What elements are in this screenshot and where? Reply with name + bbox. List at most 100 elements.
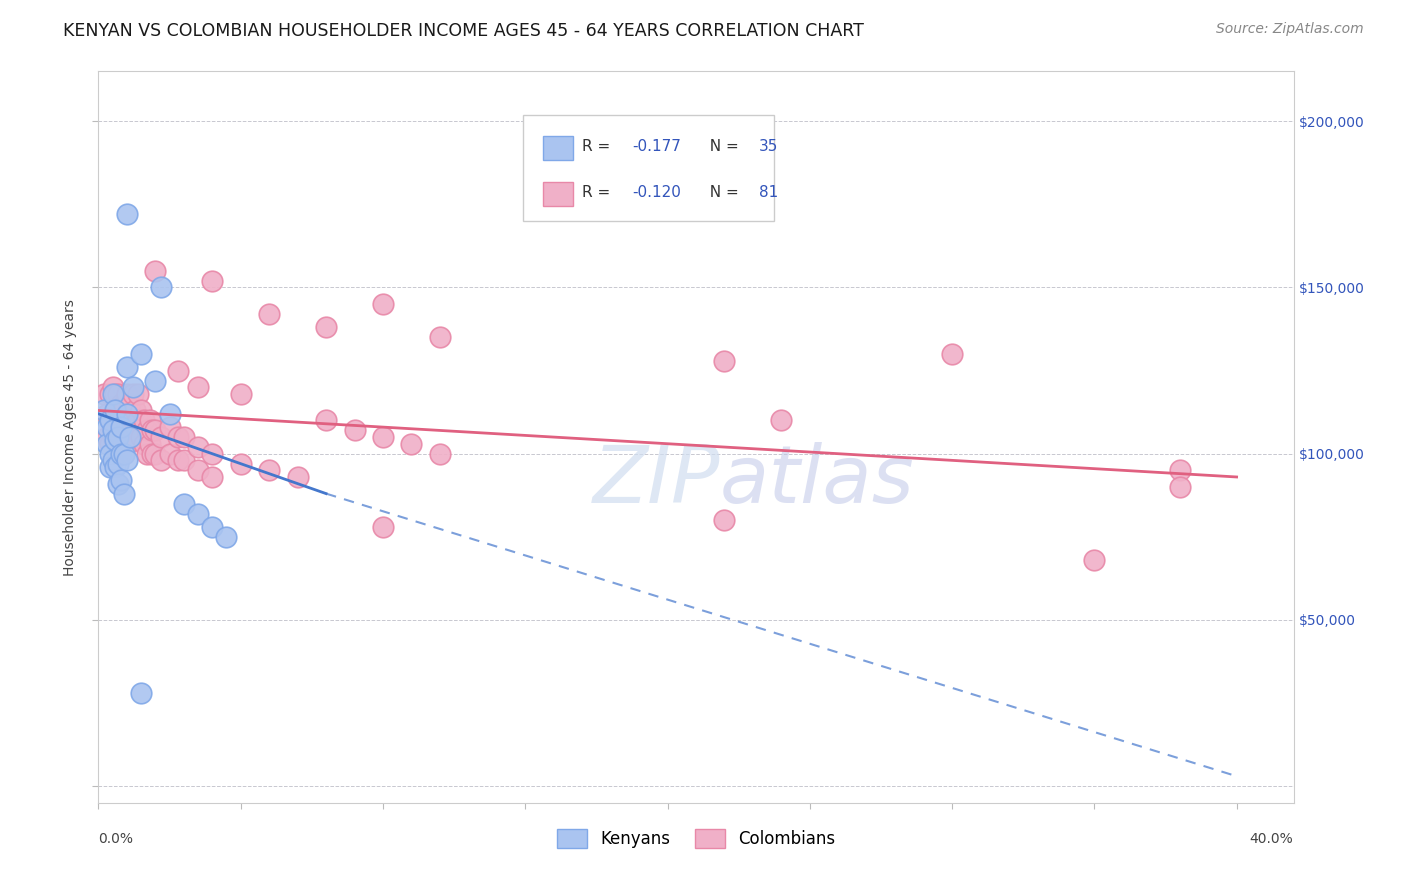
Point: [110, 447, 132, 461]
Point: [115, 436, 138, 450]
Point: [201, 274, 224, 288]
Text: 81: 81: [759, 186, 779, 201]
Point: [159, 420, 181, 434]
Point: [343, 424, 366, 438]
Point: [201, 447, 224, 461]
Point: [187, 463, 209, 477]
Point: [107, 436, 129, 450]
Point: [132, 436, 155, 450]
Point: [110, 397, 132, 411]
Point: [135, 424, 157, 438]
Point: [159, 407, 181, 421]
Point: [110, 473, 132, 487]
Point: [127, 387, 149, 401]
Point: [187, 507, 209, 521]
Point: [173, 430, 195, 444]
Point: [150, 430, 173, 444]
Point: [257, 463, 280, 477]
Point: [107, 413, 129, 427]
Point: [187, 440, 209, 454]
Text: N =: N =: [700, 139, 744, 154]
Point: [115, 360, 138, 375]
Point: [104, 434, 127, 448]
Point: [110, 420, 132, 434]
Point: [429, 447, 451, 461]
Point: [127, 413, 149, 427]
Point: [150, 280, 173, 294]
Point: [115, 207, 138, 221]
Point: [115, 387, 138, 401]
Point: [104, 436, 127, 450]
Point: [101, 407, 124, 421]
Point: [112, 424, 135, 438]
Point: [150, 453, 173, 467]
Point: [115, 453, 138, 467]
Point: [138, 436, 160, 450]
Point: [143, 374, 166, 388]
Point: [371, 520, 394, 534]
Point: [401, 436, 423, 450]
Point: [98, 413, 121, 427]
Point: [115, 407, 138, 421]
Point: [941, 347, 963, 361]
Point: [121, 387, 143, 401]
Point: [96, 430, 118, 444]
Point: [104, 413, 127, 427]
Point: [229, 457, 252, 471]
Point: [215, 530, 238, 544]
Point: [121, 413, 143, 427]
Text: -0.177: -0.177: [633, 139, 682, 154]
Text: ZIP: ZIP: [592, 442, 720, 520]
Point: [121, 380, 143, 394]
Point: [112, 486, 135, 500]
Point: [96, 436, 118, 450]
Point: [770, 413, 793, 427]
Point: [143, 447, 166, 461]
Point: [371, 297, 394, 311]
Point: [229, 387, 252, 401]
Point: [167, 430, 190, 444]
Text: N =: N =: [700, 186, 744, 201]
Point: [173, 497, 195, 511]
Point: [143, 424, 166, 438]
FancyBboxPatch shape: [543, 136, 572, 160]
Point: [1083, 553, 1105, 567]
Point: [93, 387, 115, 401]
Point: [118, 430, 141, 444]
Point: [98, 447, 121, 461]
Point: [129, 403, 152, 417]
Point: [110, 447, 132, 461]
Point: [101, 387, 124, 401]
Legend: Kenyans, Colombians: Kenyans, Colombians: [548, 821, 844, 856]
Point: [315, 320, 337, 334]
Point: [201, 520, 224, 534]
Point: [115, 413, 138, 427]
Point: [107, 476, 129, 491]
Text: atlas: atlas: [720, 442, 915, 520]
Text: 0.0%: 0.0%: [98, 832, 134, 846]
Point: [132, 413, 155, 427]
Point: [110, 424, 132, 438]
Point: [107, 457, 129, 471]
Point: [167, 363, 190, 377]
Point: [93, 403, 115, 417]
Text: 35: 35: [759, 139, 779, 154]
Point: [101, 430, 124, 444]
Text: -0.120: -0.120: [633, 186, 682, 201]
Text: R =: R =: [582, 139, 616, 154]
Point: [104, 460, 127, 475]
Point: [118, 424, 141, 438]
Point: [257, 307, 280, 321]
Point: [141, 424, 163, 438]
Point: [143, 264, 166, 278]
Point: [129, 430, 152, 444]
Point: [201, 470, 224, 484]
FancyBboxPatch shape: [543, 182, 572, 206]
Text: Source: ZipAtlas.com: Source: ZipAtlas.com: [1216, 22, 1364, 37]
Point: [315, 413, 337, 427]
FancyBboxPatch shape: [523, 115, 773, 221]
Point: [173, 453, 195, 467]
Point: [429, 330, 451, 344]
Point: [138, 413, 160, 427]
Point: [98, 460, 121, 475]
